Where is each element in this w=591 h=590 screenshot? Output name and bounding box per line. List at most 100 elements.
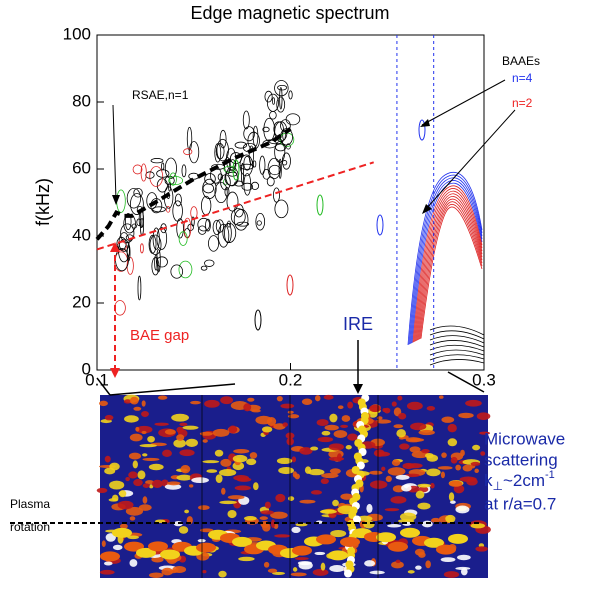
contour	[410, 180, 483, 344]
spectrogram-blob	[221, 487, 226, 495]
spectrogram-blob	[447, 438, 458, 447]
contour	[188, 172, 200, 180]
spectrogram-blob	[233, 449, 250, 454]
contour	[288, 90, 293, 100]
spectrogram-blob	[476, 412, 491, 420]
spectrogram-blob	[369, 470, 383, 475]
spectrogram-blob	[135, 426, 140, 432]
annotation: k	[484, 471, 493, 490]
spectrogram-blob	[407, 463, 423, 469]
spectrogram-blob	[387, 524, 402, 528]
spectrogram-blob	[398, 412, 407, 420]
contour	[429, 354, 485, 361]
y-tick-label: 20	[72, 292, 91, 311]
spectrogram-blob	[455, 566, 471, 571]
spectrogram-blob	[206, 469, 218, 473]
spectrogram-blob	[328, 443, 345, 451]
spectrogram-blob	[267, 568, 278, 573]
spectrogram-blob	[117, 500, 134, 510]
spectrogram-blob	[395, 559, 401, 564]
spectrogram-blob	[406, 401, 423, 411]
spectrogram-blob	[455, 464, 461, 471]
spectrogram-blob	[369, 404, 381, 413]
spectrogram-blob	[417, 502, 431, 510]
contour	[178, 231, 188, 246]
annotation: k⊥~2cm-1	[484, 469, 555, 493]
contour	[263, 117, 276, 142]
spectrogram-blob	[204, 399, 220, 408]
contour	[429, 330, 485, 340]
spectrogram-blob	[437, 466, 453, 470]
contour	[253, 160, 257, 168]
spectrogram-blob	[161, 567, 174, 576]
spectrogram-blob	[112, 544, 123, 551]
spectrogram-blob	[104, 561, 113, 566]
spectrogram-blob	[321, 430, 331, 436]
spectrogram-blob	[176, 426, 184, 434]
spectrogram-blob	[127, 535, 140, 540]
spectrogram-blob	[135, 425, 153, 434]
spectrogram-blob	[387, 467, 406, 476]
spectrogram-blob	[347, 401, 354, 409]
spectrogram-blob	[320, 478, 329, 485]
spectrogram-blob	[275, 493, 286, 503]
spectrogram-blob	[182, 425, 199, 430]
spectrogram-blob	[324, 424, 339, 431]
contour	[227, 171, 238, 177]
spectrogram-blob	[164, 429, 176, 435]
spectrogram-blob	[109, 480, 125, 490]
contour	[200, 265, 208, 271]
contour	[412, 185, 483, 343]
n4-arrow	[421, 79, 506, 126]
spectrogram-blob	[425, 453, 434, 459]
spectrogram-blob	[145, 480, 155, 485]
spectrogram-blob	[202, 439, 208, 443]
spectrogram-blob	[332, 499, 339, 507]
spectrogram-blob	[369, 480, 388, 489]
annotation: BAE gap	[130, 327, 189, 344]
spectrogram-blob	[418, 429, 435, 436]
spectrogram-blob	[171, 413, 189, 422]
spectrogram-blob	[246, 458, 257, 466]
contour	[234, 180, 244, 187]
spectrogram-blob	[288, 496, 295, 501]
spectrogram-blob	[448, 480, 463, 487]
spectrogram-blob	[480, 451, 486, 456]
contour	[418, 201, 483, 340]
spectrogram-blob	[176, 434, 185, 441]
contour	[242, 110, 250, 130]
spectrogram-blob	[388, 541, 408, 552]
spectrogram-blob	[148, 572, 164, 578]
contour	[149, 234, 162, 256]
spectrogram-blob	[147, 435, 155, 443]
spectrogram-blob	[316, 534, 336, 545]
spectrogram-blob	[414, 548, 425, 556]
contour	[161, 162, 165, 171]
contour	[408, 174, 483, 345]
contour	[226, 191, 239, 212]
contour	[181, 164, 187, 178]
spectrogram-blob	[232, 536, 252, 547]
spectrogram-blob	[316, 419, 329, 427]
contour	[186, 126, 193, 151]
spectrogram-blob	[381, 466, 386, 472]
contour	[254, 309, 262, 331]
spectrogram-blob	[439, 395, 444, 399]
spectrogram-blob	[202, 460, 220, 464]
contour	[274, 80, 289, 97]
line	[95, 127, 292, 241]
contour	[145, 171, 155, 179]
spectrogram-blob	[180, 464, 191, 474]
contour	[420, 206, 483, 339]
spectrogram-blob	[162, 449, 172, 457]
contour	[274, 141, 286, 163]
spectrogram-blob	[391, 459, 401, 467]
contour	[429, 325, 485, 336]
spectrogram-blob	[396, 429, 406, 438]
spectrogram-blob	[220, 458, 232, 467]
spectrogram-blob	[356, 461, 365, 470]
spectrogram-blob	[200, 528, 214, 533]
spectrogram-blob	[141, 430, 147, 435]
spectrogram-blob	[340, 424, 349, 429]
spectrogram-blob	[148, 541, 168, 552]
